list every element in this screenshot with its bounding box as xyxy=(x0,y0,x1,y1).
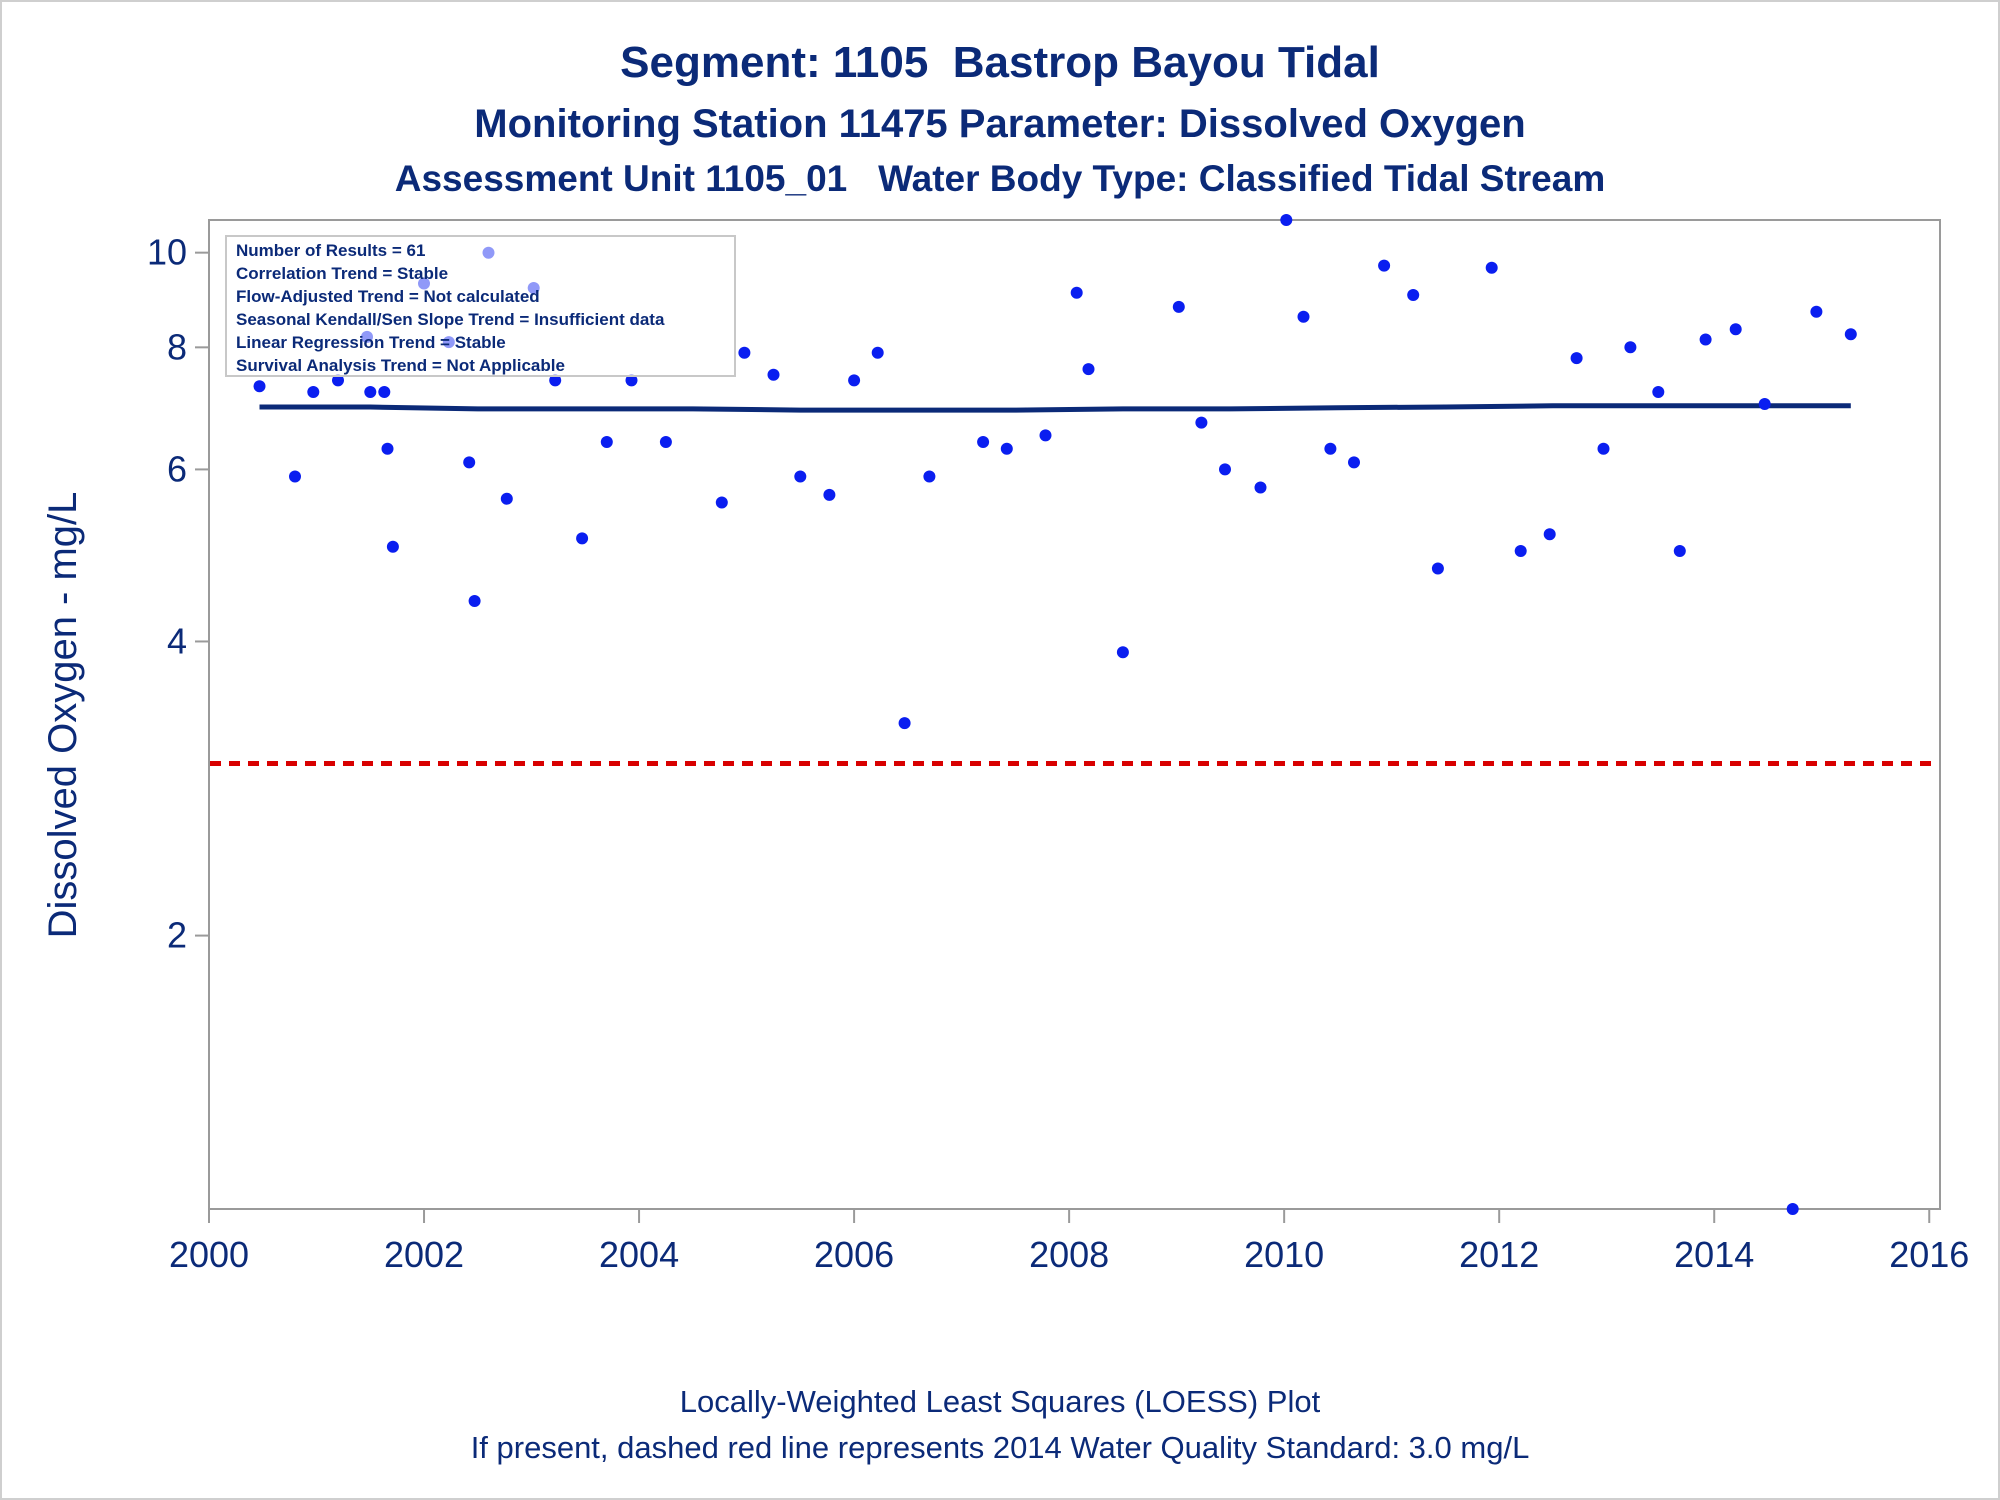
data-point xyxy=(898,717,911,730)
data-point xyxy=(625,374,638,387)
footnote-loess: Locally-Weighted Least Squares (LOESS) P… xyxy=(679,1384,1321,1419)
y-tick-label-2: 2 xyxy=(167,915,187,956)
data-point xyxy=(364,386,377,398)
data-point xyxy=(1699,333,1712,346)
x-tick-label-2002: 2002 xyxy=(384,1234,464,1275)
data-point xyxy=(1810,305,1823,318)
data-point xyxy=(1844,328,1857,341)
legend-line-1: Number of Results = 61 xyxy=(236,241,425,260)
chart-title: Segment: 1105 Bastrop Bayou Tidal xyxy=(620,38,1380,87)
data-point xyxy=(1514,545,1527,557)
data-point xyxy=(715,496,728,509)
data-point xyxy=(463,456,476,469)
loess-layer xyxy=(259,403,1851,413)
data-point xyxy=(977,436,990,448)
data-point xyxy=(1039,429,1052,442)
data-point xyxy=(500,492,513,505)
y-tick-label-6: 6 xyxy=(167,448,187,489)
legend-box xyxy=(225,235,736,377)
data-point xyxy=(848,374,861,387)
y-axis-label: Dissolved Oxygen - mg/L xyxy=(41,492,85,939)
data-point xyxy=(1543,528,1556,541)
data-point xyxy=(1000,442,1013,455)
legend-line-3: Flow-Adjusted Trend = Not calculated xyxy=(236,287,540,306)
data-point xyxy=(1348,456,1360,469)
x-tick-label-2000: 2000 xyxy=(169,1234,249,1275)
data-point xyxy=(549,374,562,387)
data-point xyxy=(1082,363,1095,376)
footnote-standard: If present, dashed red line represents 2… xyxy=(470,1430,1530,1465)
data-point xyxy=(1195,416,1208,429)
data-point xyxy=(767,368,780,381)
data-point xyxy=(1219,463,1231,476)
chart-subtitle-station: Monitoring Station 11475 Parameter: Diss… xyxy=(474,102,1526,146)
data-point xyxy=(381,442,394,455)
data-point xyxy=(253,380,266,393)
legend-line-5: Linear Regression Trend = Stable xyxy=(236,333,506,352)
data-point xyxy=(332,374,344,387)
y-tick-label-8: 8 xyxy=(167,326,187,367)
data-point xyxy=(386,540,399,553)
data-point xyxy=(576,532,589,545)
x-axis: 2000 2002 2004 2006 2008 2010 2012 2014 2016 xyxy=(169,1209,1969,1275)
data-point xyxy=(738,346,751,359)
data-point xyxy=(1407,289,1420,301)
data-point xyxy=(1673,545,1686,557)
data-point xyxy=(1116,646,1129,659)
data-point xyxy=(659,436,672,448)
data-point xyxy=(1624,341,1637,354)
data-point xyxy=(1324,442,1337,455)
data-point xyxy=(468,595,481,607)
data-point xyxy=(600,436,613,448)
data-point xyxy=(1297,310,1310,323)
stats-legend: Number of Results = 61 Correlation Trend … xyxy=(225,235,736,377)
x-tick-label-2014: 2014 xyxy=(1674,1234,1754,1275)
data-point xyxy=(1597,442,1610,455)
data-point xyxy=(1652,386,1665,398)
data-point xyxy=(1786,1203,1799,1215)
data-point xyxy=(1729,323,1742,336)
loess-line xyxy=(259,403,1851,413)
plot-border xyxy=(208,219,1941,1210)
data-point xyxy=(923,470,936,483)
x-tick-label-2006: 2006 xyxy=(814,1234,894,1275)
data-point xyxy=(1172,300,1185,313)
data-point xyxy=(1378,259,1391,272)
data-point xyxy=(1570,352,1583,365)
y-tick-label-4: 4 xyxy=(167,620,187,661)
data-point xyxy=(1070,286,1083,299)
data-point xyxy=(1485,261,1498,274)
data-point xyxy=(1280,214,1293,226)
data-point xyxy=(378,386,391,398)
data-point xyxy=(289,470,301,483)
x-tick-label-2010: 2010 xyxy=(1244,1234,1324,1275)
legend-line-2: Correlation Trend = Stable xyxy=(236,264,448,283)
legend-line-4: Seasonal Kendall/Sen Slope Trend = Insuf… xyxy=(236,310,665,329)
y-axis: 2 4 6 8 10 xyxy=(147,232,209,956)
data-point xyxy=(871,346,884,359)
legend-line-6: Survival Analysis Trend = Not Applicable xyxy=(236,356,565,375)
x-tick-label-2008: 2008 xyxy=(1029,1234,1109,1275)
data-point xyxy=(1431,562,1444,575)
data-point xyxy=(823,488,836,501)
data-point xyxy=(1758,398,1771,410)
data-point xyxy=(307,386,320,398)
x-tick-label-2012: 2012 xyxy=(1459,1234,1539,1275)
y-tick-label-10: 10 xyxy=(147,232,187,273)
x-tick-label-2004: 2004 xyxy=(599,1234,679,1275)
data-point xyxy=(794,470,807,483)
data-point xyxy=(1254,481,1267,494)
x-tick-label-2016: 2016 xyxy=(1889,1234,1969,1275)
chart-subtitle-assessment: Assessment Unit 1105_01 Water Body Type:… xyxy=(394,158,1606,199)
